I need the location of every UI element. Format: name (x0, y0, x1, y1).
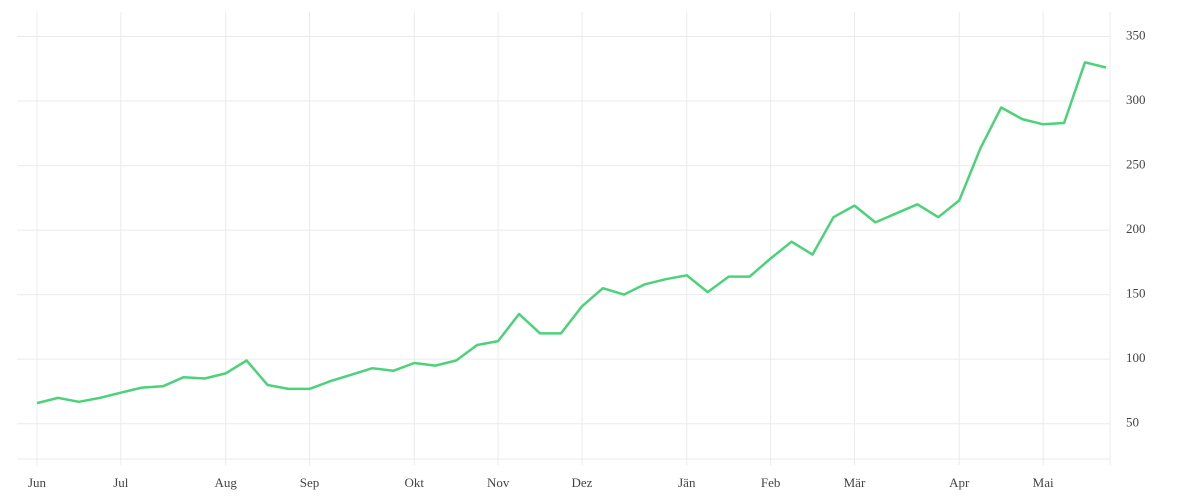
x-tick-label: Nov (487, 475, 510, 490)
x-tick-label: Okt (405, 475, 425, 490)
y-tick-label: 250 (1126, 157, 1146, 172)
y-tick-label: 50 (1126, 415, 1139, 430)
y-tick-label: 100 (1126, 350, 1146, 365)
x-tick-label: Jul (113, 475, 129, 490)
x-tick-label: Sep (300, 475, 320, 490)
x-tick-label: Jän (678, 475, 696, 490)
y-tick-label: 300 (1126, 92, 1146, 107)
y-tick-label: 350 (1126, 28, 1146, 43)
x-tick-label: Apr (949, 475, 970, 490)
y-tick-label: 200 (1126, 221, 1146, 236)
data-line (36, 61, 1107, 405)
x-tick-label: Mär (844, 475, 866, 490)
y-tick-label: 150 (1126, 286, 1146, 301)
x-tick-label: Dez (572, 475, 593, 490)
x-tick-label: Jun (28, 475, 47, 490)
x-tick-label: Mai (1033, 475, 1054, 490)
x-tick-label: Feb (761, 475, 781, 490)
x-tick-label: Aug (214, 475, 237, 490)
